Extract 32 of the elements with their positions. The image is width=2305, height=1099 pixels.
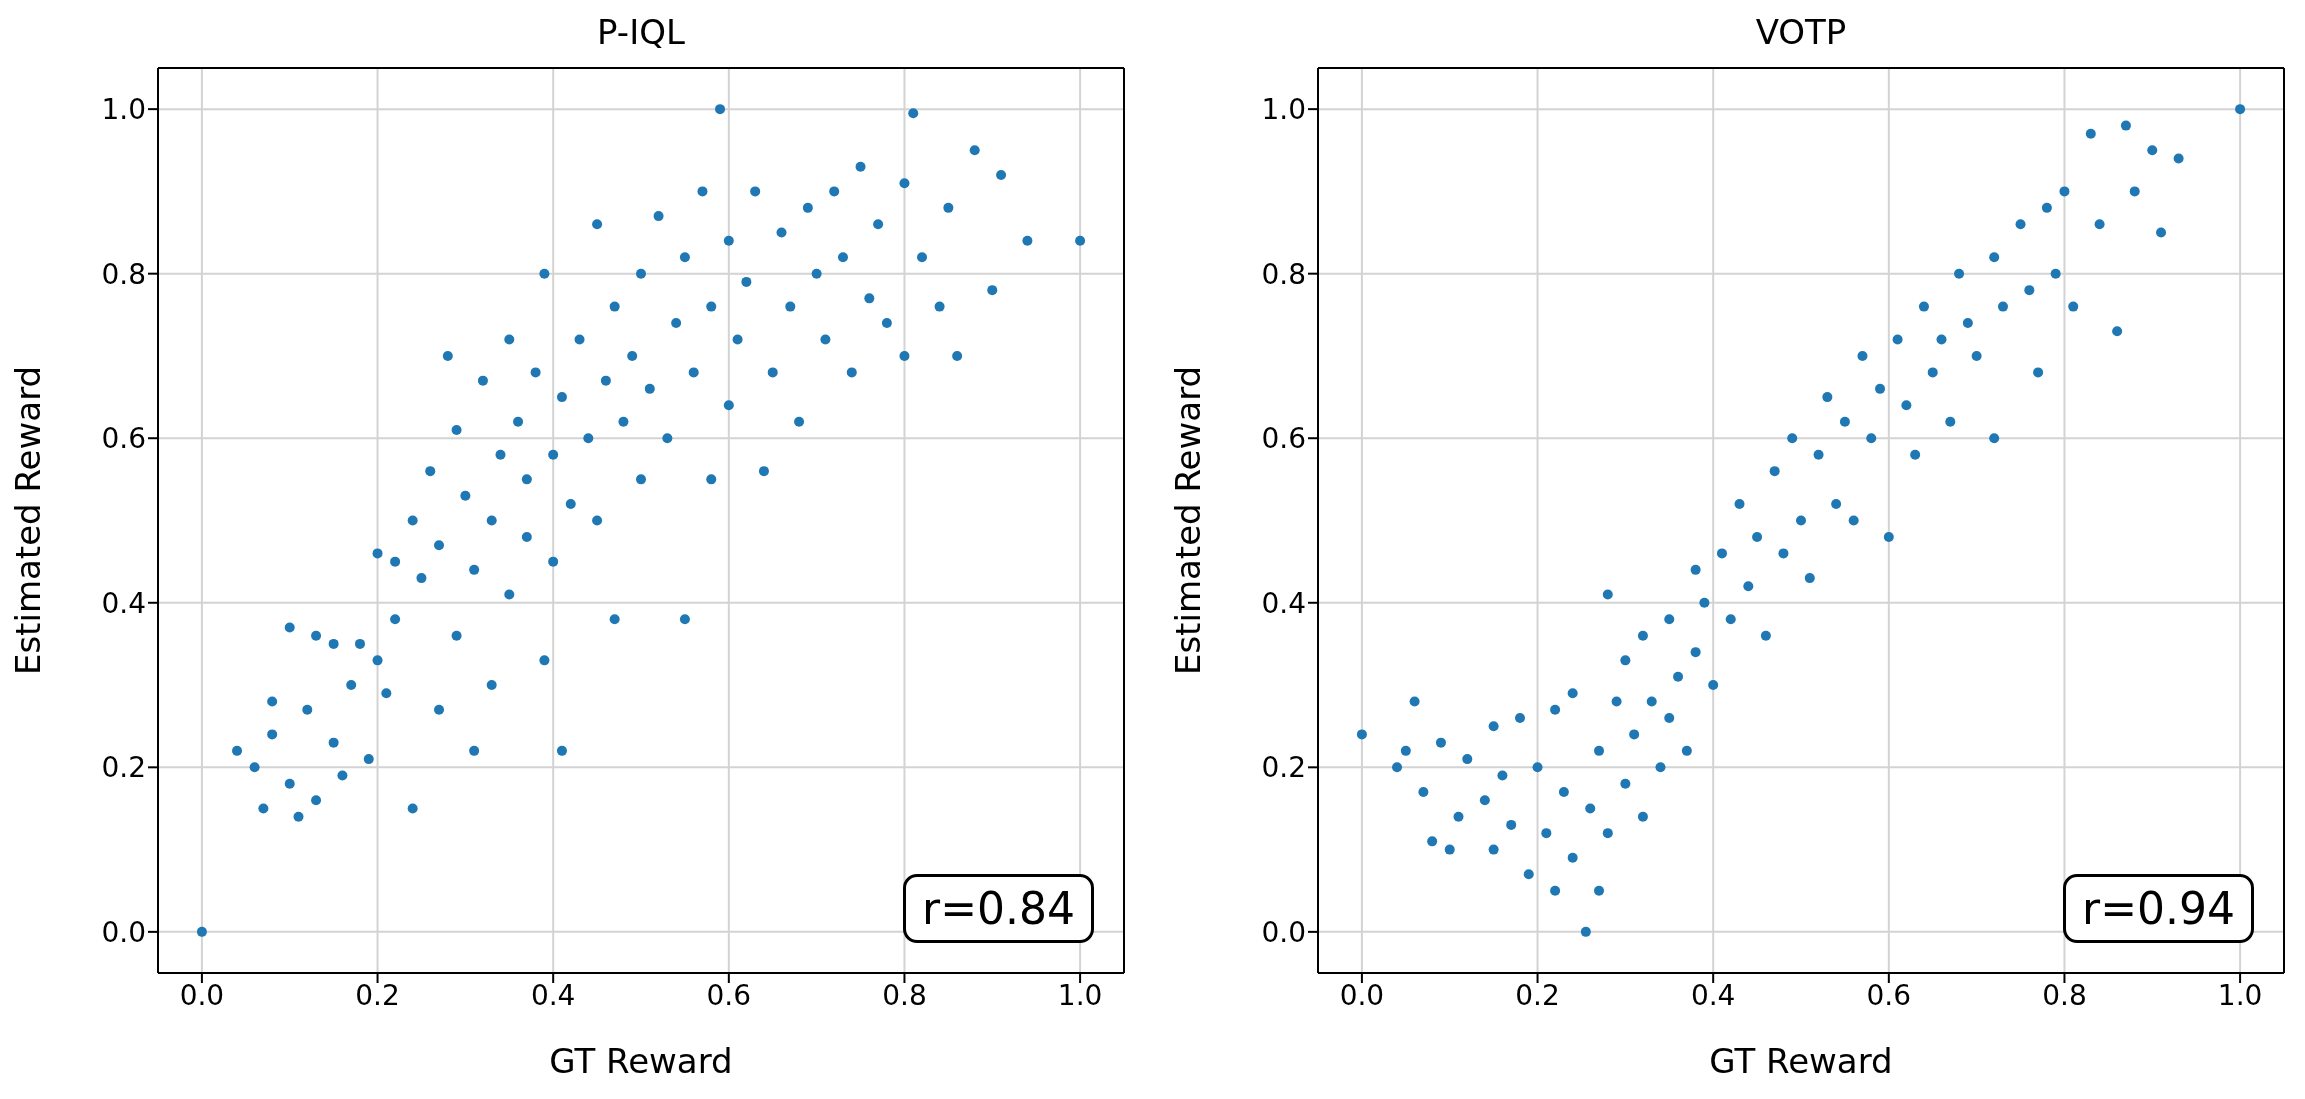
x-tick-label: 1.0 <box>2217 978 2263 1012</box>
y-tick-label: 0.2 <box>101 751 146 785</box>
y-tick-label: 0.0 <box>1261 915 1306 949</box>
x-tick-label: 0.8 <box>2042 978 2087 1012</box>
x-axis-title: GT Reward <box>549 1041 733 1081</box>
y-tick-label: 0.4 <box>101 586 146 620</box>
chart-title: P-IQL <box>596 12 686 52</box>
y-axis-title: Estimated Reward <box>1168 365 1209 676</box>
x-tick-label: 0.2 <box>355 978 400 1012</box>
x-tick-label: 0.8 <box>882 978 927 1012</box>
x-tick-label: 0.4 <box>1690 978 1736 1012</box>
annotation: r=0.84 <box>903 874 1094 943</box>
x-axis-title: GT Reward <box>1709 1041 1893 1081</box>
x-tick-label: 0.2 <box>1515 978 1560 1012</box>
y-axis-title: Estimated Reward <box>8 365 49 676</box>
x-tick-label: 0.0 <box>179 978 225 1012</box>
y-tick-label: 0.8 <box>1261 257 1306 291</box>
y-tick-label: 0.8 <box>101 257 146 291</box>
y-tick-label: 1.0 <box>1261 93 1306 127</box>
y-tick-label: 1.0 <box>101 93 146 127</box>
x-tick-label: 1.0 <box>1057 978 1103 1012</box>
chart-title: VOTP <box>1754 12 1848 52</box>
x-tick-label: 0.6 <box>706 978 752 1012</box>
x-tick-label: 0.4 <box>530 978 576 1012</box>
y-tick-label: 0.6 <box>101 422 146 456</box>
x-tick-label: 0.0 <box>1339 978 1385 1012</box>
annotation: r=0.94 <box>2063 874 2254 943</box>
y-tick-label: 0.4 <box>1261 586 1306 620</box>
y-tick-label: 0.6 <box>1261 422 1306 456</box>
y-tick-label: 0.2 <box>1261 751 1306 785</box>
y-tick-label: 0.0 <box>101 915 146 949</box>
x-tick-label: 0.6 <box>1866 978 1912 1012</box>
